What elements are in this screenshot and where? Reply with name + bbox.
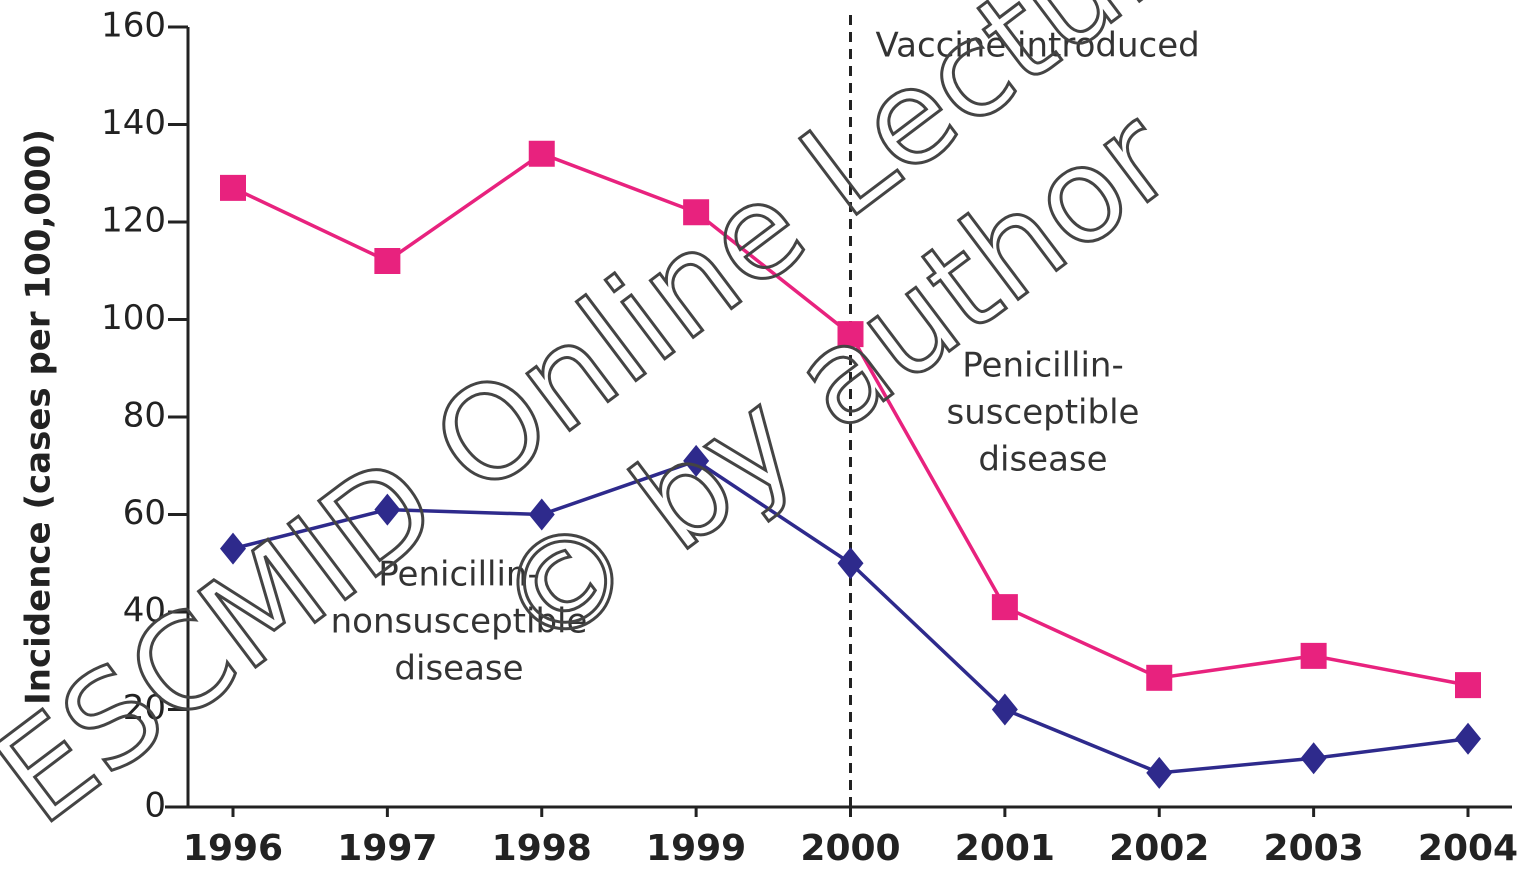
marker: [528, 498, 555, 531]
marker: [1146, 664, 1173, 691]
x-tick-label: 1998: [492, 828, 592, 869]
series-label: disease: [978, 440, 1107, 480]
x-tick-label: 2004: [1418, 828, 1518, 869]
marker: [683, 444, 710, 477]
marker: [374, 493, 401, 526]
x-tick-label: 2000: [800, 828, 900, 869]
marker: [1300, 642, 1327, 669]
x-tick-label: 1999: [646, 828, 746, 869]
series-label: Penicillin-: [378, 555, 540, 595]
x-tick-label: 1996: [183, 828, 283, 869]
y-axis-label: Incidence (cases per 100,000): [19, 129, 59, 705]
x-tick-label: 2003: [1264, 828, 1364, 869]
marker: [1455, 672, 1481, 699]
marker: [528, 140, 555, 167]
y-tick-label: 140: [101, 103, 166, 143]
marker: [837, 547, 864, 580]
marker: [683, 199, 710, 226]
y-tick-label: 40: [123, 591, 166, 631]
marker: [837, 321, 864, 348]
series-label: nonsusceptible: [331, 602, 588, 642]
marker: [220, 532, 246, 565]
marker: [991, 594, 1018, 621]
x-tick-label: 2002: [1109, 828, 1209, 869]
marker: [1146, 756, 1173, 789]
y-tick-label: 120: [101, 201, 166, 241]
y-tick-label: 0: [144, 786, 166, 826]
y-tick-label: 60: [123, 493, 166, 533]
y-tick-label: 100: [101, 298, 166, 338]
annotation: Vaccine introduced: [876, 26, 1200, 66]
marker: [1455, 722, 1481, 755]
marker: [374, 248, 401, 274]
x-tick-label: 1997: [337, 828, 437, 869]
y-tick-label: 80: [123, 396, 166, 436]
series-label: disease: [394, 649, 523, 689]
y-tick-label: 160: [101, 6, 166, 46]
marker: [991, 693, 1018, 726]
series-label: susceptible: [947, 393, 1140, 433]
y-tick-label: 20: [123, 688, 166, 728]
marker: [1300, 742, 1327, 775]
marker: [220, 174, 246, 201]
x-tick-label: 2001: [955, 828, 1055, 869]
series-label: Penicillin-: [962, 346, 1124, 386]
